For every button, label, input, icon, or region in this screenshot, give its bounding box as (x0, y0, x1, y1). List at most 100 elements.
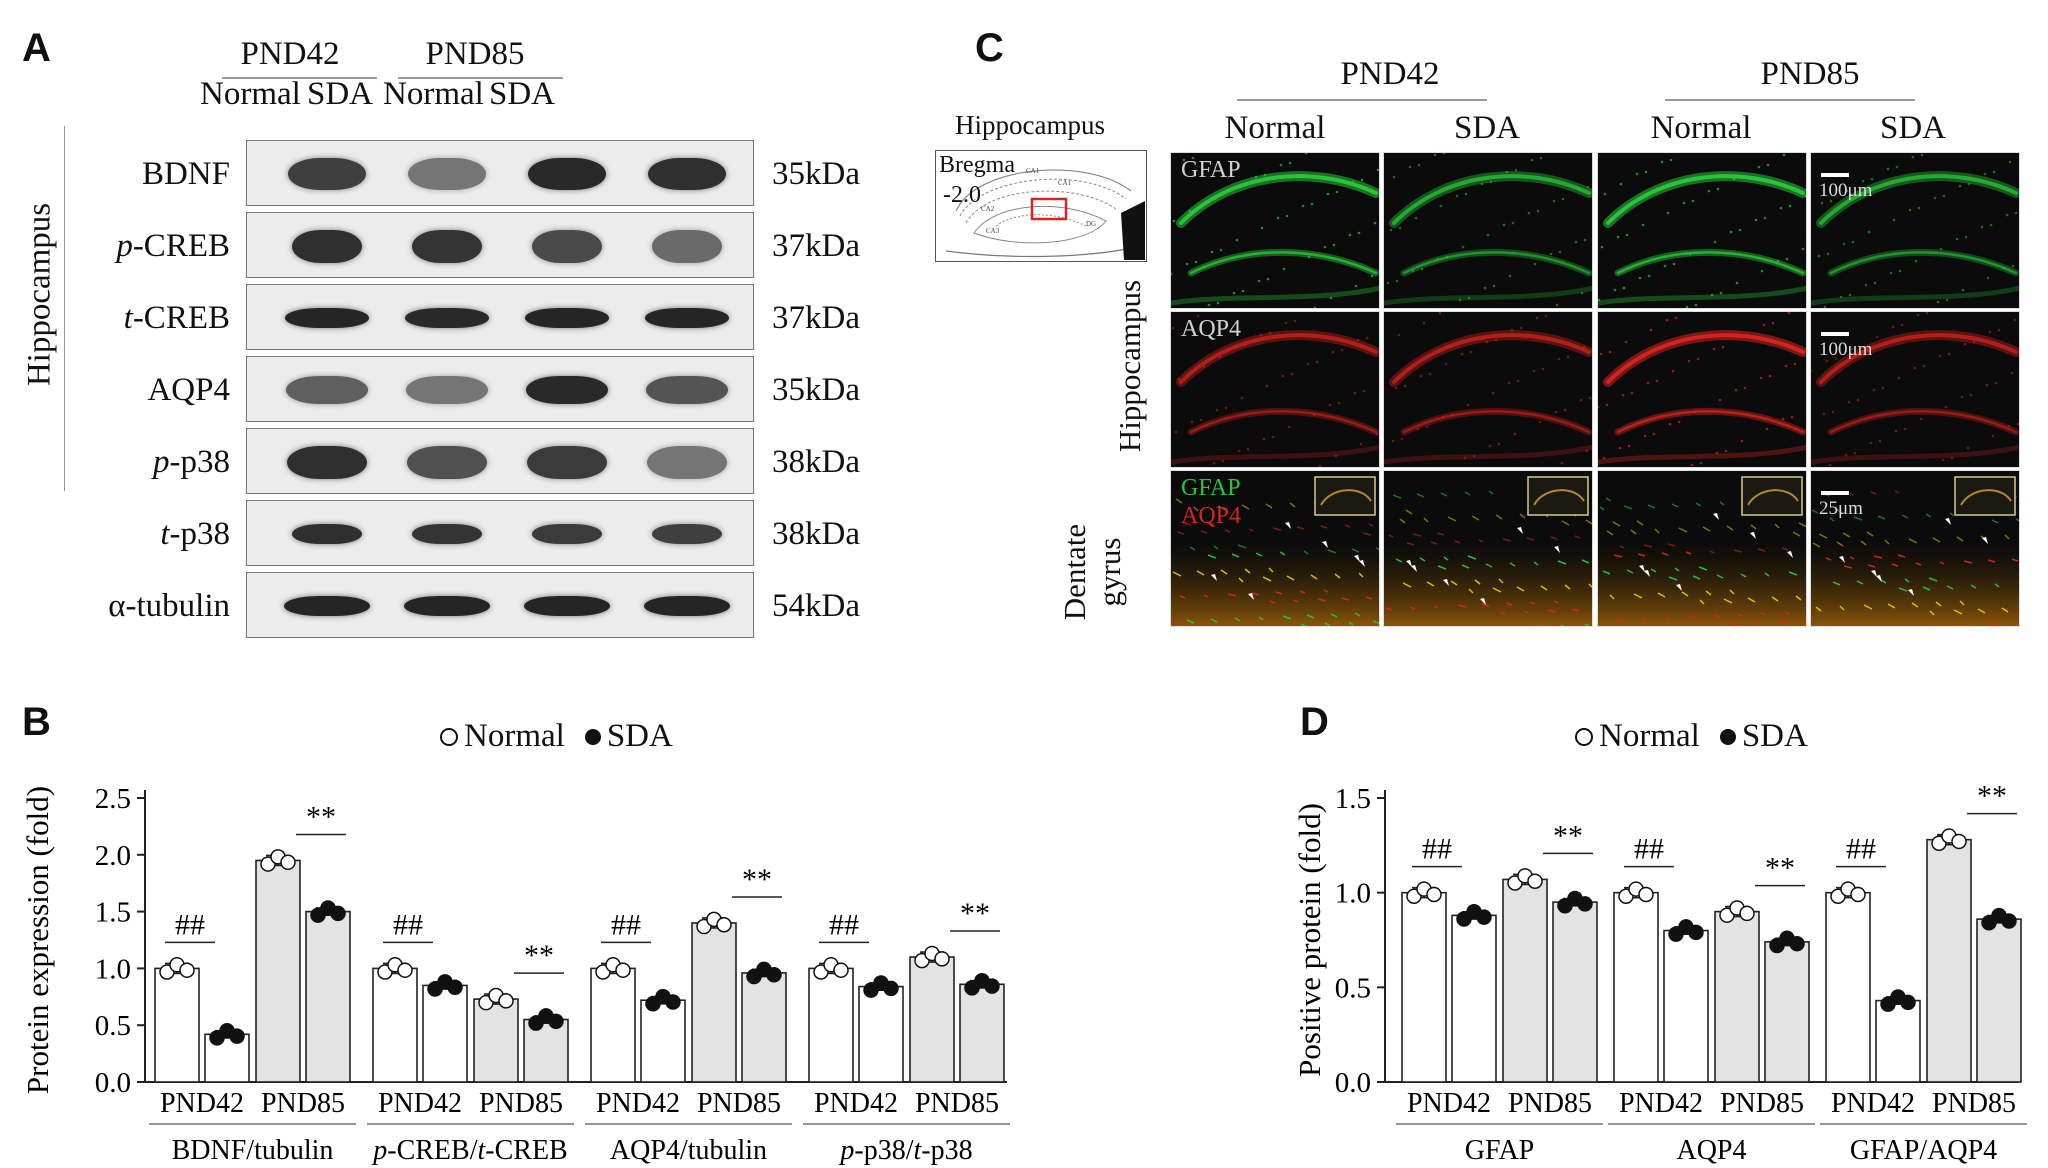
blot-row-label: p-p38 (40, 444, 230, 481)
data-point-sda (665, 994, 681, 1010)
blot-strip (246, 212, 754, 278)
blot-band (407, 445, 487, 479)
blot-band (652, 229, 722, 263)
y-tick-label: 0.5 (1335, 972, 1371, 1004)
blot-strip (246, 572, 754, 638)
y-tick-label: 1.0 (95, 953, 131, 985)
x-tick-label: PND42 (1407, 1088, 1491, 1119)
data-point-sda (1789, 935, 1805, 952)
blot-row-label: t-p38 (40, 516, 230, 553)
data-point-sda (984, 978, 1000, 994)
bar-pnd85-sda (959, 983, 1005, 1083)
micrograph-label-aqp4: AQP4 (1181, 503, 1242, 529)
micro-group-line-pnd42 (1237, 99, 1487, 101)
x-tick-label: PND42 (378, 1088, 462, 1119)
x-tick-label: PND85 (479, 1088, 563, 1119)
blot-row-kda: 35kDa (772, 372, 860, 408)
bar-pnd85-normal (691, 922, 737, 1083)
bar-pnd42-normal (372, 967, 418, 1083)
bar-pnd85-sda (1764, 941, 1810, 1083)
blot-row-kda: 37kDa (772, 300, 860, 336)
x-tick-label: PND42 (1619, 1088, 1703, 1119)
data-point-normal (1739, 905, 1755, 922)
blot-band (526, 376, 608, 404)
group-label-part: p (371, 1135, 387, 1166)
micrograph-image (1384, 312, 1592, 467)
micrograph-image (1171, 476, 1379, 626)
atlas-bregma-value: -2.0 (943, 182, 981, 208)
blot-band (408, 158, 486, 190)
y-axis-label: Protein expression (fold) (20, 786, 55, 1094)
blot-row-label-text: -p38 (169, 516, 231, 552)
blot-band (405, 308, 489, 328)
micrograph-dentate-merge (1597, 470, 1807, 627)
group-label-part: t (914, 1135, 923, 1166)
micrograph-dentate-merge: 25μm (1810, 470, 2020, 627)
atlas-region-label: CA1 (1058, 179, 1072, 187)
data-point-sda (1476, 909, 1492, 925)
x-tick-label: PND42 (160, 1088, 244, 1119)
blot-row-label-italic: t (160, 516, 170, 552)
group-label: AQP4 (1676, 1135, 1746, 1166)
micrograph-label-gfap: GFAP (1181, 157, 1241, 183)
blot-band (528, 158, 606, 190)
y-tick-label: 2.5 (95, 783, 131, 815)
x-tick-label: PND85 (915, 1088, 999, 1119)
significance-mark: ** (306, 800, 336, 833)
legend-normal-label: Normal (464, 718, 565, 754)
bar-pnd85-sda (523, 1018, 569, 1083)
y-tick-label: 1.0 (1335, 878, 1371, 910)
data-point-normal (1527, 873, 1543, 889)
micrograph-image (1171, 314, 1379, 467)
x-tick-label: PND85 (697, 1088, 781, 1119)
micro-col-label: Normal (1650, 110, 1752, 146)
blot-band (647, 445, 727, 479)
micrograph-aqp4: 100μm (1810, 311, 2020, 468)
bar-pnd85-normal (1714, 910, 1760, 1083)
blot-strip (246, 500, 754, 566)
micrograph-gfap: 100μm (1810, 152, 2020, 309)
blot-col-label: Normal (383, 76, 484, 112)
group-label-part: -CREB (485, 1135, 567, 1166)
significance-mark: ## (1422, 833, 1452, 866)
x-tick-label: PND85 (261, 1088, 345, 1119)
blot-band (525, 308, 609, 328)
micro-col-label: Normal (1224, 110, 1326, 146)
blot-band (284, 596, 370, 616)
chart-b-protein-expression: 0.0 0.5 1.0 1.5 2.0 2.5 Protein expression (fo… (20, 783, 1010, 1166)
legend-sda-label: SDA (1741, 718, 1808, 754)
group-label: p-p38/t-p38 (838, 1135, 972, 1166)
blot-strip (246, 140, 754, 206)
scale-bar-label: 100μm (1819, 339, 1873, 360)
legend-d: Normal SDA (1575, 718, 1808, 755)
legend-sda-marker (584, 728, 601, 745)
data-point-normal (1638, 886, 1654, 903)
atlas-region-label: CA2 (981, 205, 995, 213)
significance-mark: ## (611, 908, 641, 941)
atlas-region-label: DG (1086, 220, 1096, 228)
significance-mark: ## (829, 908, 859, 941)
bar-pnd85-sda (305, 910, 351, 1083)
blot-strip (246, 428, 754, 494)
micrograph-aqp4 (1383, 311, 1593, 468)
micrograph-aqp4: AQP4 (1170, 311, 1380, 468)
bar-pnd42-normal (154, 967, 200, 1083)
micro-row-label-hippocampus: Hippocampus (1112, 279, 1147, 453)
significance-mark: ## (393, 908, 423, 941)
data-point-normal (397, 962, 413, 978)
blot-band (286, 376, 368, 404)
blot-band (292, 229, 362, 263)
scale-bar-label: 25μm (1819, 498, 1863, 519)
panel-label-b: B (22, 700, 51, 744)
bar-pnd42-sda (1451, 914, 1497, 1083)
micrograph-image (1171, 153, 1379, 308)
data-point-normal (934, 951, 950, 967)
micro-row-label-gyrus: gyrus (1092, 537, 1127, 607)
micrograph-image (1598, 312, 1806, 467)
panel-label-d: D (1300, 700, 1329, 744)
blot-col-label: SDA (306, 76, 374, 112)
bar-pnd85-normal (1502, 878, 1548, 1083)
legend-b: Normal SDA (440, 718, 673, 755)
micrograph-dentate-merge: GFAP AQP4 (1170, 470, 1380, 627)
